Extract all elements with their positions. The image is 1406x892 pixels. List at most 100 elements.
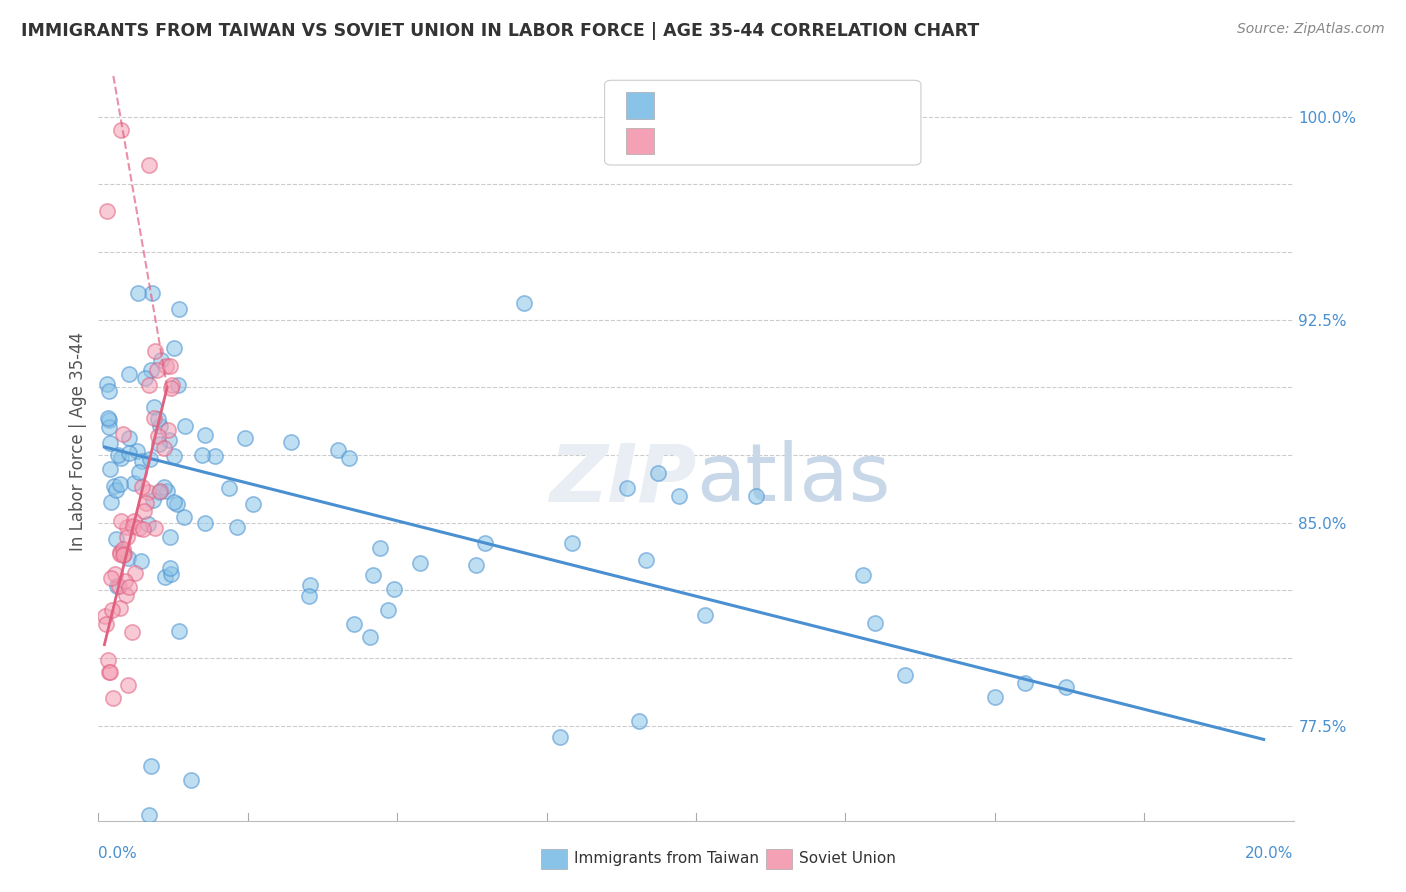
Point	[865, 615, 887, 630]
Point	[117, 551, 139, 566]
Point	[298, 578, 321, 592]
Point	[337, 451, 360, 466]
Point	[377, 603, 399, 617]
Point	[112, 547, 135, 561]
Point	[1056, 680, 1078, 694]
Point	[108, 600, 131, 615]
Text: R =: R =	[661, 138, 695, 156]
Point	[382, 582, 405, 596]
Point	[134, 371, 156, 385]
Point	[162, 377, 184, 392]
Point	[108, 545, 131, 559]
Point	[548, 730, 571, 744]
Point	[128, 465, 150, 479]
Point	[668, 490, 690, 504]
Point	[135, 496, 157, 510]
Point	[280, 434, 302, 449]
Point	[118, 580, 141, 594]
Text: Source: ZipAtlas.com: Source: ZipAtlas.com	[1237, 22, 1385, 37]
Point	[128, 521, 150, 535]
Point	[163, 449, 186, 463]
Point	[141, 493, 163, 508]
Text: R =: R =	[661, 103, 695, 120]
Point	[97, 384, 120, 398]
Point	[139, 362, 162, 376]
Point	[115, 588, 138, 602]
Point	[141, 285, 163, 300]
Text: N =: N =	[780, 103, 814, 120]
Point	[93, 609, 115, 624]
Point	[121, 518, 143, 533]
Point	[142, 410, 165, 425]
Point	[191, 448, 214, 462]
Text: IMMIGRANTS FROM TAIWAN VS SOVIET UNION IN LABOR FORCE | AGE 35-44 CORRELATION CH: IMMIGRANTS FROM TAIWAN VS SOVIET UNION I…	[21, 22, 980, 40]
Point	[153, 479, 176, 493]
Point	[561, 536, 583, 550]
Point	[160, 566, 183, 581]
Point	[143, 520, 166, 534]
Point	[146, 412, 169, 426]
Point	[194, 427, 217, 442]
Point	[513, 296, 536, 310]
Text: ZIP: ZIP	[548, 441, 696, 518]
Point	[129, 554, 152, 568]
Point	[110, 514, 132, 528]
Text: Soviet Union: Soviet Union	[799, 851, 896, 865]
Point	[98, 419, 121, 434]
Point	[159, 530, 181, 544]
Point	[368, 541, 391, 556]
Point	[131, 480, 153, 494]
Point	[647, 466, 669, 480]
Point	[97, 665, 120, 679]
Point	[96, 204, 118, 219]
Point	[143, 343, 166, 358]
Text: -0.241: -0.241	[703, 103, 768, 120]
Point	[121, 625, 143, 640]
Text: 20.0%: 20.0%	[1246, 846, 1294, 861]
Point	[242, 497, 264, 511]
Point	[98, 435, 121, 450]
Point	[226, 520, 249, 534]
Point	[298, 589, 321, 603]
Point	[167, 624, 190, 639]
Point	[152, 441, 174, 455]
Point	[118, 431, 141, 445]
Point	[111, 427, 134, 442]
Point	[138, 158, 160, 172]
Point	[163, 495, 186, 509]
Text: N =: N =	[780, 138, 814, 156]
Point	[173, 509, 195, 524]
Point	[155, 359, 177, 374]
Point	[110, 477, 132, 491]
Point	[166, 497, 188, 511]
Point	[852, 567, 875, 582]
Text: atlas: atlas	[696, 441, 890, 518]
Point	[159, 561, 181, 575]
Text: 0.0%: 0.0%	[98, 846, 138, 861]
Point	[104, 566, 127, 581]
Point	[194, 516, 217, 530]
Point	[105, 483, 128, 498]
Point	[146, 362, 169, 376]
Point	[984, 690, 1007, 705]
Point	[745, 489, 768, 503]
Point	[1014, 675, 1036, 690]
Point	[166, 377, 188, 392]
Point	[103, 479, 125, 493]
Point	[361, 567, 384, 582]
Point	[326, 442, 349, 457]
Point	[96, 377, 118, 392]
Point	[343, 616, 366, 631]
Point	[112, 548, 135, 562]
Point	[163, 341, 186, 355]
Text: 50: 50	[823, 138, 848, 156]
Point	[110, 547, 132, 561]
Point	[97, 653, 120, 667]
Point	[110, 450, 132, 465]
Point	[634, 552, 657, 566]
Point	[148, 437, 170, 451]
Point	[117, 520, 139, 534]
Point	[894, 667, 917, 681]
Point	[105, 579, 128, 593]
Point	[138, 377, 160, 392]
